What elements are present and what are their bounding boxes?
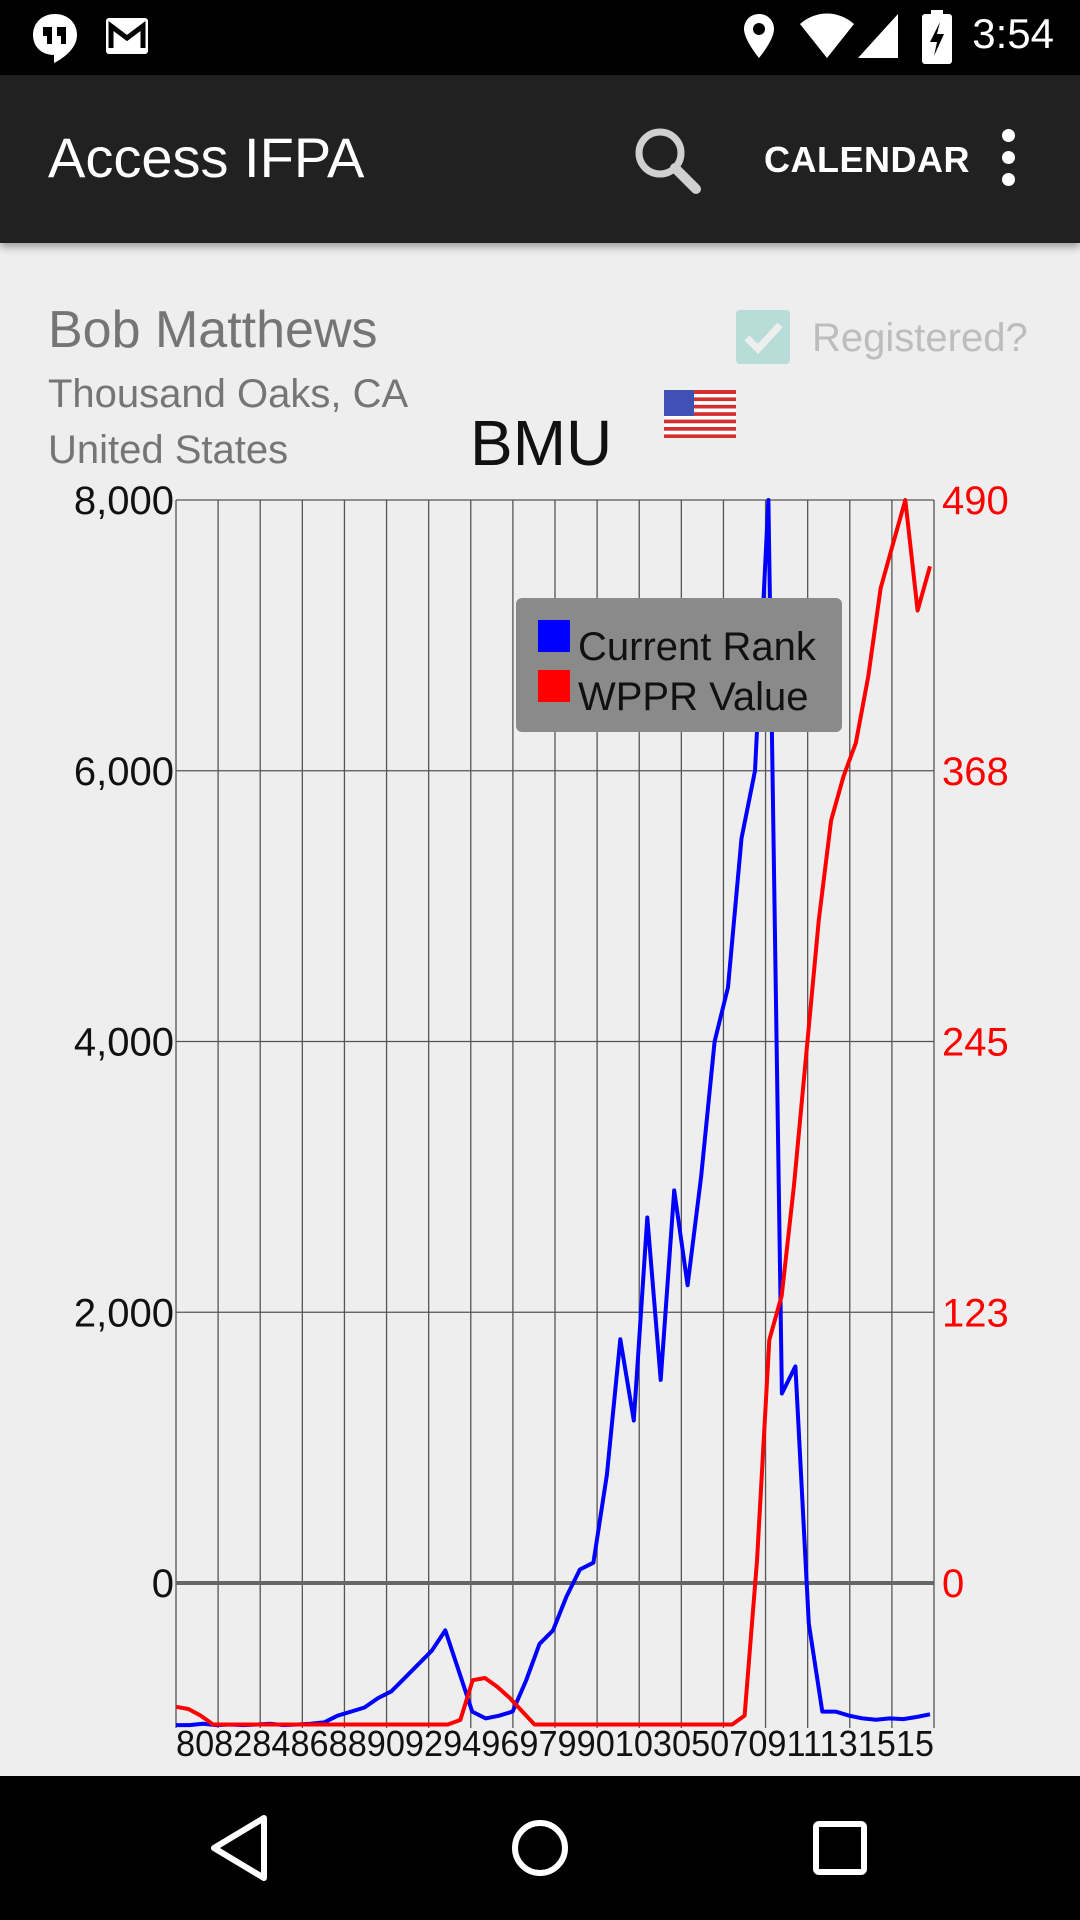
gmail-icon: [106, 18, 148, 54]
x-tick-labels: 8082848688909294969799010305070911131515: [176, 1723, 934, 1764]
back-icon[interactable]: [202, 1810, 278, 1886]
chart-legend: Current Rank WPPR Value: [516, 598, 842, 732]
y-tick-label-right: 490: [942, 480, 1009, 523]
checkmark-icon: [744, 322, 783, 355]
legend-swatch-current-rank: [538, 620, 570, 652]
player-city: Thousand Oaks, CA: [48, 372, 409, 416]
home-icon[interactable]: [502, 1810, 578, 1886]
y-tick-label-left: 0: [152, 1562, 174, 1606]
y-tick-label-right: 368: [942, 750, 1009, 794]
player-name: Bob Matthews: [48, 301, 378, 359]
status-bar: 3:54: [0, 0, 1080, 75]
series-line-wppr-value: [175, 498, 932, 1727]
legend-label-current-rank: Current Rank: [578, 625, 817, 669]
search-icon[interactable]: [630, 123, 706, 199]
action-bar: Access IFPA CALENDAR: [0, 75, 1080, 243]
signal-icon: [858, 14, 898, 58]
y-tick-label-left: 4,000: [74, 1021, 174, 1065]
y-tick-label-left: 2,000: [74, 1291, 174, 1335]
battery-charging-icon: [922, 10, 952, 64]
y-tick-label-right: 0: [942, 1562, 964, 1606]
registered-label: Registered?: [812, 316, 1028, 360]
player-country: United States: [48, 428, 289, 472]
more-vert-icon[interactable]: [996, 129, 1020, 193]
recents-icon[interactable]: [802, 1810, 878, 1886]
app-title: Access IFPA: [48, 126, 365, 189]
clock: 3:54: [972, 10, 1054, 57]
legend-swatch-wppr-value: [538, 670, 570, 702]
chart-title: BMU: [470, 407, 613, 479]
calendar-button[interactable]: CALENDAR: [764, 139, 970, 180]
legend-label-wppr-value: WPPR Value: [578, 675, 808, 719]
hangouts-icon: [33, 14, 77, 63]
us-flag-icon: [664, 390, 736, 438]
y-tick-label-left: 6,000: [74, 750, 174, 794]
y-tick-label-left: 8,000: [74, 480, 174, 523]
location-icon: [744, 14, 774, 58]
navigation-bar: [0, 1776, 1080, 1920]
registered-checkbox[interactable]: [736, 310, 790, 364]
y-tick-label-right: 245: [942, 1021, 1009, 1065]
y-tick-label-right: 123: [942, 1291, 1009, 1335]
wifi-icon: [800, 13, 854, 58]
rank-wppr-chart: 8,000 6,000 4,000 2,000 0 490 368 245 123 0 8082…: [74, 480, 1009, 1764]
